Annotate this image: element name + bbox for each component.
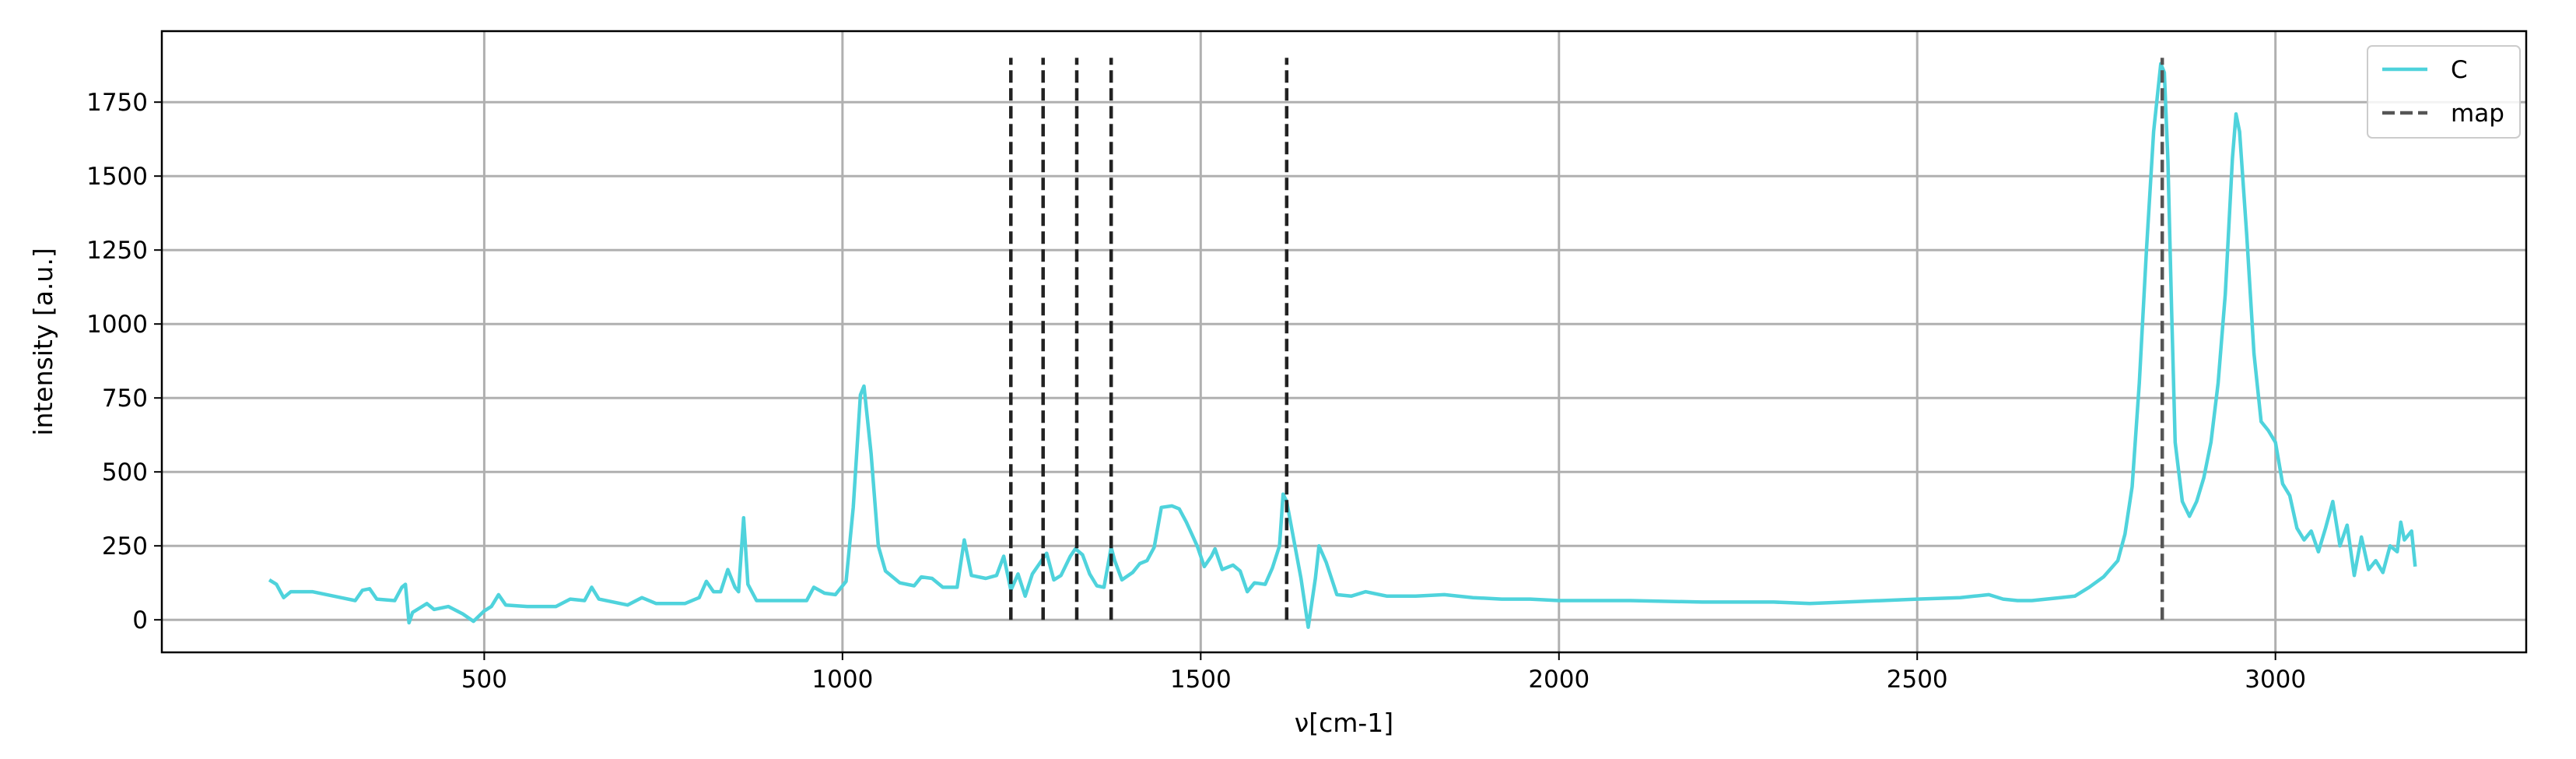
series-line-c	[268, 61, 2417, 629]
x-axis-label: ν[cm-1]	[1295, 708, 1393, 738]
y-tick-label: 1750	[86, 89, 148, 117]
legend: C map	[2367, 45, 2521, 139]
plot-frame	[160, 30, 2528, 654]
data-layer	[268, 58, 2417, 629]
grid-layer	[162, 31, 2526, 652]
x-tick-label: 3000	[2245, 666, 2306, 694]
legend-label-map: map	[2451, 100, 2504, 128]
x-tick-label: 2500	[1887, 666, 1948, 694]
y-tick-label: 250	[102, 532, 148, 560]
y-tick-label: 1250	[86, 237, 148, 265]
tick-layer: 500 1000 1500 2000 2500 3000 0 250 500 750 1000 125…	[86, 89, 2306, 694]
legend-label-c: C	[2451, 56, 2468, 84]
x-tick-label: 1500	[1170, 666, 1232, 694]
y-tick-label: 1500	[86, 163, 148, 191]
y-tick-label: 1000	[86, 311, 148, 339]
x-tick-label: 2000	[1528, 666, 1589, 694]
x-tick-label: 1000	[811, 666, 873, 694]
y-tick-label: 750	[102, 385, 148, 413]
y-tick-label: 0	[132, 606, 148, 634]
y-tick-label: 500	[102, 459, 148, 487]
x-tick-label: 500	[461, 666, 507, 694]
y-axis-label: intensity [a.u.]	[28, 248, 58, 435]
